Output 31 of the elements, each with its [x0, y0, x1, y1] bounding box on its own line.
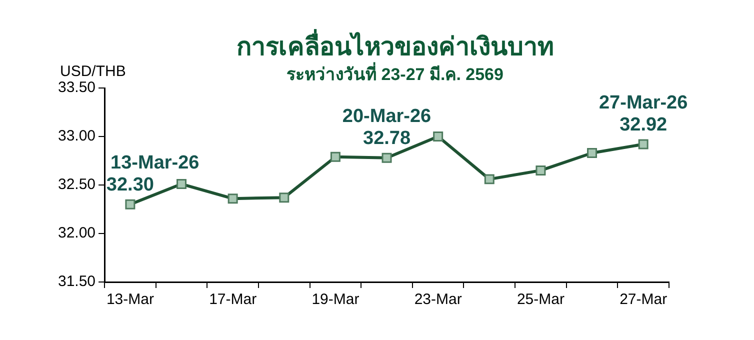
point: [279, 192, 290, 203]
annotation: 27-Mar-26: [598, 92, 688, 114]
annotation: 20-Mar-26: [342, 106, 432, 127]
y-tick-label: 31.50: [58, 273, 96, 290]
point: [330, 152, 340, 162]
chart-title: การเคลื่อนไหวของค่าเงินบาท: [236, 29, 554, 61]
point: [176, 179, 186, 190]
data-label: 32.78: [362, 128, 411, 149]
x-tick-label: 17-Mar: [209, 291, 257, 308]
point: [433, 132, 444, 142]
point: [125, 199, 136, 210]
point: [484, 174, 494, 184]
data-label: 32.30: [106, 174, 154, 196]
point: [382, 152, 392, 163]
annotation: 13-Mar-26: [110, 152, 200, 174]
y-axis-title: USD/THB: [60, 63, 126, 80]
point: [638, 139, 648, 150]
x-tick-label: 13-Mar: [106, 291, 154, 308]
x-tick-label: 19-Mar: [312, 291, 360, 308]
x-tick-label: 27-Mar: [620, 291, 668, 308]
x-tick-label: 25-Mar: [516, 291, 564, 308]
chart-subtitle: ระหว่างวันที่ 23-27 มี.ค. 2569: [286, 62, 504, 84]
y-tick-label: 33.50: [58, 79, 96, 96]
y-tick-label: 32.50: [58, 176, 96, 194]
point: [536, 165, 546, 176]
y-tick-label: 33.00: [58, 128, 96, 145]
point: [228, 194, 238, 204]
y-tick-label: 32.00: [58, 224, 96, 242]
x-tick-label: 23-Mar: [414, 291, 462, 308]
point: [587, 148, 598, 158]
data-label: 32.92: [620, 114, 668, 136]
